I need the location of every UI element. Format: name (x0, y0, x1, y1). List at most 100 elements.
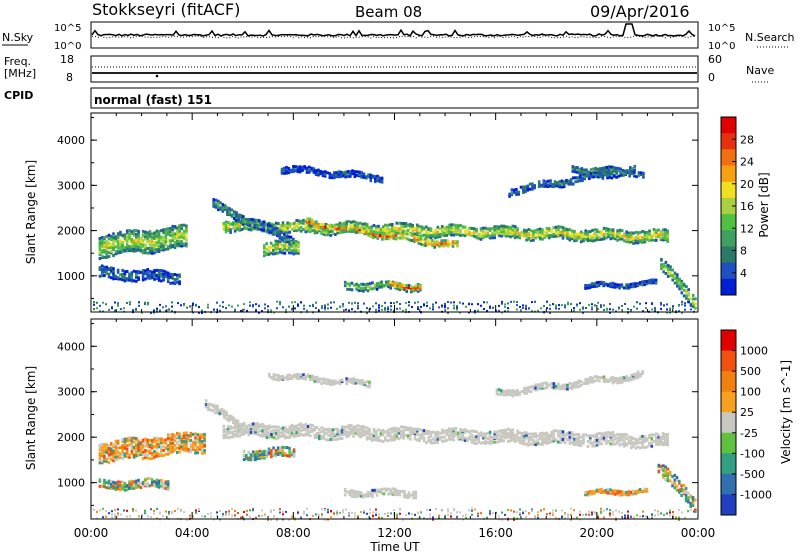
scatter-cell (117, 508, 119, 511)
range-gate-cell (511, 389, 515, 392)
scatter-cell (207, 303, 209, 306)
range-gate-cell (144, 235, 147, 239)
range-gate-cell (611, 285, 615, 289)
range-gate-cell (254, 428, 257, 432)
range-gate-cell (538, 230, 542, 234)
scatter-cell (300, 301, 302, 304)
scatter-cell (429, 509, 431, 511)
range-gate-cell (269, 226, 272, 230)
range-gate-cell (511, 234, 515, 238)
range-gate-cell (223, 204, 227, 208)
range-gate-cell (529, 432, 533, 436)
range-gate-cell (166, 444, 170, 448)
range-gate-cell (416, 231, 419, 235)
range-gate-cell (509, 436, 512, 440)
range-gate-cell (110, 246, 113, 250)
range-gate-cell (543, 386, 547, 390)
scatter-cell (390, 308, 392, 311)
range-gate-cell (607, 378, 610, 382)
range-gate-cell (606, 170, 609, 174)
range-gate-cell (281, 454, 284, 457)
range-gate-cell (277, 429, 280, 433)
range-gate-cell (98, 453, 102, 457)
range-gate-cell (470, 232, 474, 236)
scatter-cell (561, 516, 563, 519)
range-gate-cell (130, 484, 134, 488)
range-gate-cell (103, 249, 106, 253)
range-gate-cell (344, 226, 348, 230)
range-gate-cell (162, 246, 165, 250)
range-gate-cell (349, 224, 352, 227)
range-gate-cell (689, 297, 693, 301)
scatter-cell (552, 509, 554, 512)
range-gate-cell (495, 440, 499, 444)
range-gate-cell (349, 228, 352, 232)
range-gate-cell (176, 229, 179, 233)
range-gate-cell (363, 232, 367, 236)
range-gate-cell (352, 227, 355, 231)
range-gate-cell (495, 227, 499, 231)
range-gate-cell (561, 439, 565, 443)
scatter-cell (675, 516, 677, 519)
range-gate-cell (566, 228, 569, 232)
range-gate-cell (560, 181, 564, 185)
range-gate-cell (416, 223, 419, 227)
range-gate-cell (377, 439, 380, 443)
range-gate-cell (466, 439, 469, 443)
range-gate-cell (356, 378, 360, 382)
range-gate-cell (618, 376, 622, 380)
range-gate-cell (321, 170, 325, 174)
range-gate-cell (132, 249, 136, 253)
range-gate-cell (231, 221, 235, 225)
scatter-cell (651, 513, 653, 516)
range-gate-cell (171, 230, 174, 234)
range-gate-cell (141, 251, 145, 255)
scatter-cell (339, 306, 341, 309)
range-gate-cell (288, 230, 292, 234)
range-gate-cell (424, 241, 427, 245)
range-gate-cell (246, 222, 250, 226)
colorbar-tick-label: 24 (740, 156, 754, 169)
range-gate-cell (497, 225, 501, 229)
range-gate-cell (577, 435, 581, 439)
range-gate-cell (292, 249, 296, 253)
range-gate-cell (227, 431, 230, 435)
range-gate-cell (103, 236, 106, 240)
range-gate-cell (260, 228, 263, 232)
range-gate-cell (105, 458, 108, 461)
range-gate-cell (637, 171, 641, 175)
range-gate-cell (579, 383, 583, 387)
range-gate-cell (355, 492, 358, 495)
range-gate-cell (286, 373, 289, 377)
range-gate-cell (669, 265, 672, 269)
scatter-cell (678, 516, 680, 519)
range-gate-cell (589, 438, 592, 442)
scatter-cell (612, 511, 614, 513)
range-gate-cell (365, 227, 368, 231)
range-gate-cell (529, 390, 533, 394)
scatter-cell (252, 305, 254, 308)
scatter-cell (582, 307, 584, 310)
range-gate-cell (292, 452, 296, 456)
range-gate-cell (343, 284, 347, 288)
range-gate-cell (335, 173, 338, 177)
range-gate-cell (294, 165, 297, 169)
range-gate-cell (116, 250, 120, 254)
range-gate-cell (338, 381, 342, 384)
range-gate-cell (347, 220, 351, 224)
range-gate-cell (533, 186, 536, 190)
scatter-cell (507, 307, 509, 310)
range-gate-cell (610, 172, 614, 175)
range-gate-cell (340, 425, 344, 429)
range-gate-cell (254, 430, 257, 434)
range-gate-cell (327, 381, 330, 385)
range-gate-cell (386, 223, 389, 227)
scatter-cell (426, 508, 428, 511)
range-gate-cell (148, 241, 152, 245)
range-gate-cell (182, 442, 186, 446)
range-gate-cell (169, 433, 172, 437)
range-gate-cell (153, 450, 156, 453)
range-gate-cell (538, 442, 542, 446)
range-gate-cell (574, 180, 577, 184)
range-gate-cell (107, 446, 111, 450)
